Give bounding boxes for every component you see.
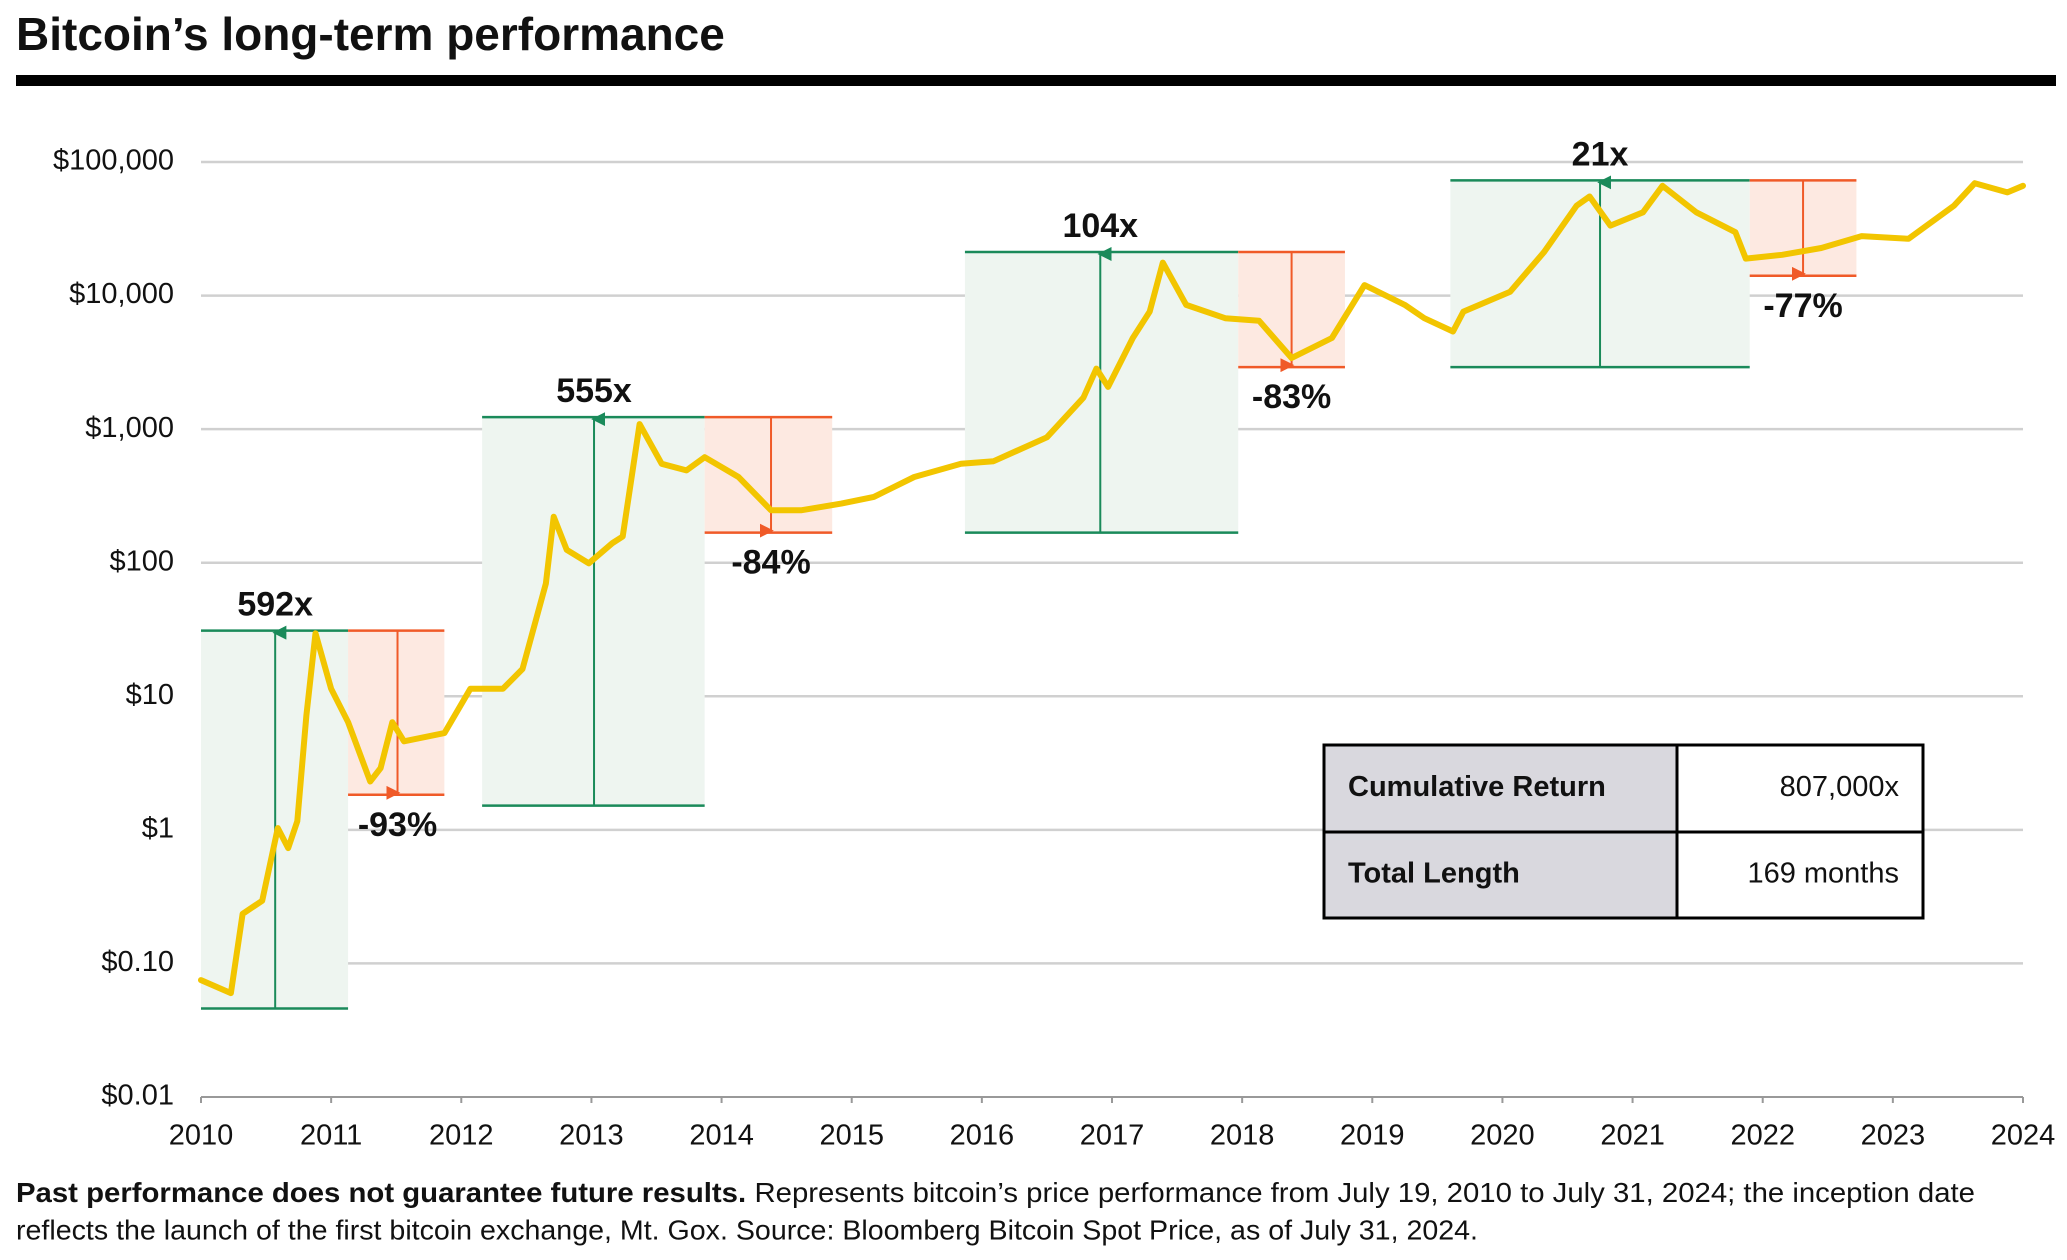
x-tick-label: 2011: [300, 1120, 362, 1152]
drawdown-box: [704, 417, 833, 533]
x-tick-label: 2014: [689, 1120, 754, 1152]
rally-box: [964, 251, 1239, 533]
x-tick-label: 2022: [1730, 1120, 1795, 1152]
drawdown-label: -77%: [1763, 287, 1842, 325]
y-tick-label: $10: [126, 679, 174, 711]
x-tick-label: 2021: [1600, 1120, 1665, 1152]
x-tick-label: 2019: [1340, 1120, 1405, 1152]
footnote: Past performance does not guarantee futu…: [16, 1177, 1975, 1208]
rally-label: 104x: [1062, 207, 1138, 245]
drawdown-label: -93%: [358, 806, 437, 844]
x-tick-label: 2020: [1470, 1120, 1535, 1152]
table-label: Total Length: [1348, 858, 1520, 890]
table-label-cell: [1322, 830, 1679, 920]
x-tick-label: 2018: [1210, 1120, 1275, 1152]
y-tick-label: $10,000: [69, 278, 174, 310]
y-tick-label: $100,000: [53, 145, 174, 177]
table-value-cell: [1675, 830, 1925, 920]
footnote-bold: Past performance does not guarantee futu…: [16, 1177, 746, 1208]
rally-label: 21x: [1572, 135, 1629, 173]
table-label: Cumulative Return: [1348, 771, 1606, 803]
title-rule: [16, 75, 2056, 86]
x-tick-label: 2012: [429, 1120, 494, 1152]
y-tick-label: $0.10: [101, 946, 174, 978]
y-tick-label: $0.01: [101, 1080, 174, 1112]
x-tick-label: 2013: [559, 1120, 624, 1152]
x-tick-label: 2010: [169, 1120, 234, 1152]
x-tick-label: 2024: [1991, 1120, 2056, 1152]
drawdown-label: -84%: [731, 544, 810, 582]
x-tick-label: 2016: [950, 1120, 1015, 1152]
y-tick-label: $100: [109, 545, 174, 577]
x-tick-label: 2023: [1861, 1120, 1926, 1152]
footnote-text: reflects the launch of the first bitcoin…: [16, 1214, 1478, 1245]
table-value: 807,000x: [1780, 771, 1900, 803]
table-label-cell: [1322, 743, 1679, 834]
y-tick-label: $1,000: [85, 412, 174, 444]
price-line: [198, 180, 2026, 997]
table-value: 169 months: [1747, 858, 1899, 890]
drawdown-box: [348, 630, 445, 795]
chart-title: Bitcoin’s long-term performance: [16, 8, 725, 60]
x-tick-label: 2017: [1080, 1120, 1145, 1152]
table-value-cell: [1675, 743, 1925, 834]
rally-label: 592x: [237, 586, 313, 624]
footnote-text: Represents bitcoin’s price performance f…: [754, 1177, 1975, 1208]
rally-label: 555x: [556, 372, 632, 410]
y-tick-label: $1: [142, 813, 174, 845]
x-tick-label: 2015: [819, 1120, 884, 1152]
drawdown-label: -83%: [1252, 378, 1331, 416]
